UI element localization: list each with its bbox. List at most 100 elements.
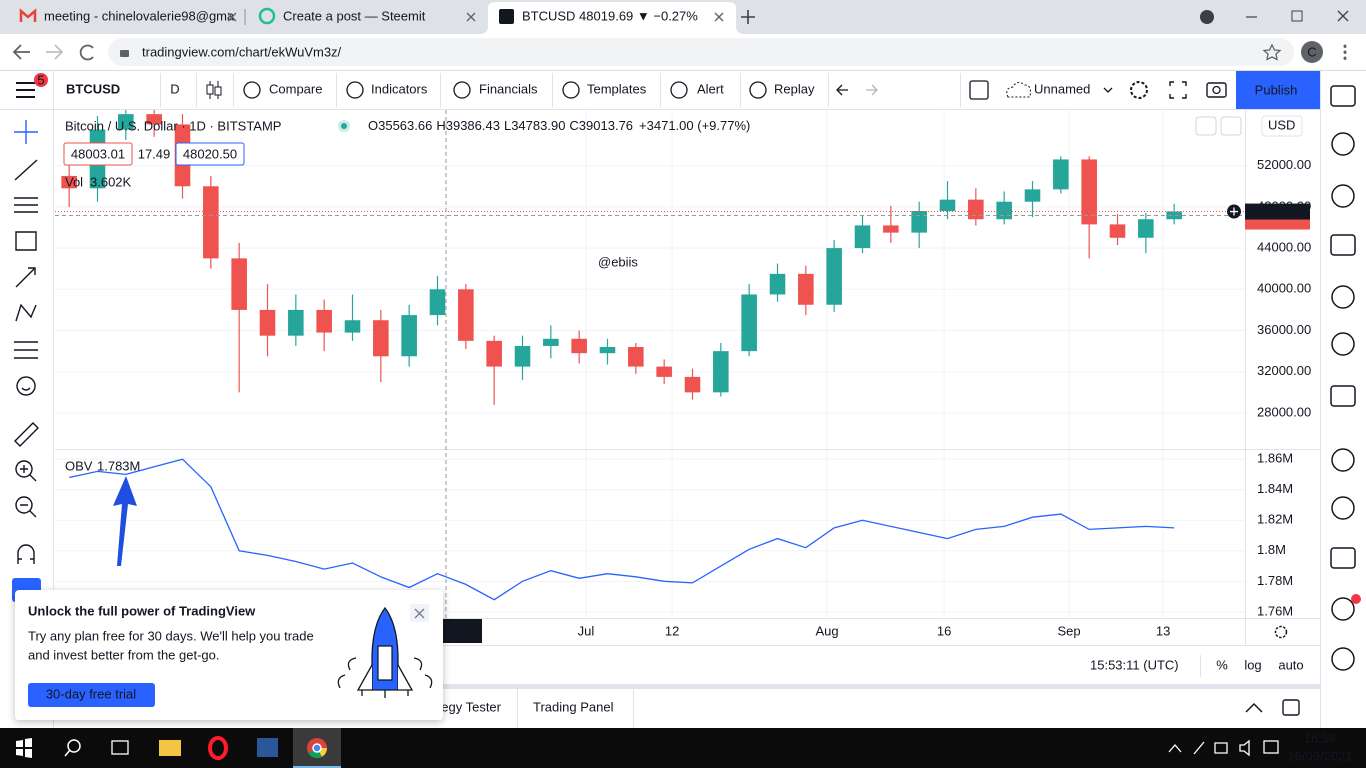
candle-body [713, 351, 729, 393]
drawing-tool[interactable] [14, 159, 38, 181]
taskbar-underline [293, 766, 341, 768]
opera[interactable] [208, 736, 228, 760]
toolbar-icon [749, 81, 767, 99]
settings[interactable] [1130, 81, 1148, 99]
symbol[interactable]: BTCUSD [66, 81, 120, 96]
forward[interactable] [46, 44, 64, 60]
chrome-center [312, 743, 322, 753]
drawing-tool[interactable] [14, 120, 38, 144]
annotation-arrow [113, 476, 137, 566]
tab-title[interactable]: Create a post — Steemit [283, 8, 426, 23]
trial-button[interactable] [28, 683, 155, 707]
tab-close[interactable] [714, 12, 724, 22]
drawing-tool[interactable] [14, 422, 39, 447]
sidebar-icon[interactable] [1331, 184, 1355, 208]
redo[interactable] [866, 84, 878, 96]
bottom-tab[interactable]: Trading Panel [533, 699, 614, 714]
restore[interactable] [1291, 10, 1303, 22]
sidebar-icon[interactable] [1331, 132, 1355, 156]
popup-close [414, 608, 425, 619]
sidebar-icon[interactable] [1330, 547, 1356, 569]
toolbar-item[interactable]: Alert [697, 81, 724, 96]
obv-line [69, 458, 1175, 601]
layout-arrow [1103, 87, 1113, 93]
toolbar-item[interactable]: Replay [774, 81, 815, 96]
drawing-tool[interactable] [15, 460, 37, 482]
toolbar-item[interactable]: Financials [479, 81, 538, 96]
x-tick-label: 13 [1156, 623, 1170, 638]
fullscreen[interactable] [1169, 81, 1187, 99]
tab-close[interactable] [227, 12, 237, 22]
sidebar-icon[interactable] [1331, 448, 1355, 472]
toolbar-item[interactable]: Indicators [371, 81, 428, 96]
sidebar-icon[interactable] [1331, 647, 1355, 671]
currency-box[interactable] [1261, 115, 1303, 137]
start-button[interactable] [16, 738, 32, 758]
buy-price: 48020.50 [183, 146, 237, 161]
new-tab[interactable] [741, 10, 755, 24]
drawing-tool[interactable] [17, 544, 35, 564]
reset-button[interactable] [1220, 116, 1242, 136]
undo[interactable] [836, 84, 848, 96]
tab-title[interactable]: meeting - chinelovalerie98@gma [44, 8, 235, 23]
drawing-tool[interactable] [15, 496, 37, 518]
word[interactable] [257, 738, 278, 757]
percent-toggle[interactable]: % [1216, 657, 1228, 672]
close-window[interactable] [1337, 10, 1349, 22]
url[interactable]: tradingview.com/chart/ekWuVm3z/ [142, 44, 342, 59]
tab-search[interactable] [1200, 10, 1214, 24]
clock[interactable]: 15:53:11 (UTC) [1090, 657, 1179, 672]
maximize[interactable] [1282, 699, 1300, 716]
star[interactable] [1262, 43, 1282, 61]
avatar[interactable] [1301, 41, 1323, 63]
notification-center[interactable] [1263, 740, 1279, 754]
publish-button[interactable] [1236, 71, 1320, 109]
hamburger[interactable] [16, 82, 35, 98]
sidebar-icon[interactable] [1331, 285, 1355, 309]
sidebar-icon[interactable] [1330, 385, 1356, 407]
sidebar-icon[interactable] [1330, 234, 1356, 256]
collapse[interactable] [1245, 702, 1263, 713]
sidebar-icon[interactable] [1331, 597, 1355, 621]
search-button[interactable] [67, 739, 81, 753]
tab-title[interactable]: BTCUSD 48019.69 ▼ −0.27% Unn [522, 8, 725, 23]
drawing-tool[interactable] [14, 197, 38, 213]
scroll-button[interactable] [1195, 116, 1217, 136]
sidebar-icon[interactable] [1331, 496, 1355, 520]
gear-time-axis[interactable] [1274, 625, 1288, 639]
drawing-tool[interactable] [16, 376, 36, 396]
last-price-box [1245, 203, 1310, 220]
currency: USD [1268, 117, 1295, 132]
y-tick-label: 36000.00 [1257, 322, 1311, 337]
buy-box[interactable] [175, 142, 245, 166]
sidebar-icon[interactable] [1330, 85, 1356, 107]
toolbar-item[interactable]: Templates [587, 81, 647, 96]
y-tick-label: 1.76M [1257, 603, 1293, 618]
back[interactable] [12, 44, 30, 60]
drawing-tool[interactable] [15, 303, 37, 322]
layout-name[interactable]: Unnamed [1034, 81, 1090, 96]
sell-box[interactable] [63, 142, 133, 166]
drawing-tool[interactable] [15, 231, 37, 251]
auto-toggle[interactable]: auto [1278, 657, 1303, 672]
symbol-description[interactable]: Bitcoin / U.S. Dollar · 1D · BITSTAMP [65, 118, 281, 133]
tab-close[interactable] [466, 12, 476, 22]
omnibox[interactable] [108, 38, 1294, 66]
layout-box[interactable] [969, 80, 989, 100]
drawing-tool[interactable] [15, 267, 36, 288]
snapshot-lens [1212, 85, 1221, 95]
sidebar-icon[interactable] [1331, 332, 1355, 356]
badge [34, 73, 48, 87]
toolbar-item[interactable]: Compare [269, 81, 322, 96]
snapshot[interactable] [1206, 82, 1227, 98]
toolbar-icon [453, 81, 471, 99]
log-toggle[interactable]: log [1244, 657, 1261, 672]
steemit-icon [258, 7, 276, 25]
promo-popup: Unlock the full power of TradingView Try … [15, 590, 443, 720]
drawing-tool[interactable] [14, 341, 38, 359]
interval[interactable]: D [170, 81, 179, 96]
task-view[interactable] [111, 740, 129, 755]
reload[interactable] [79, 44, 94, 61]
file-explorer[interactable] [159, 740, 181, 756]
y-tick-label: 52000.00 [1257, 157, 1311, 172]
